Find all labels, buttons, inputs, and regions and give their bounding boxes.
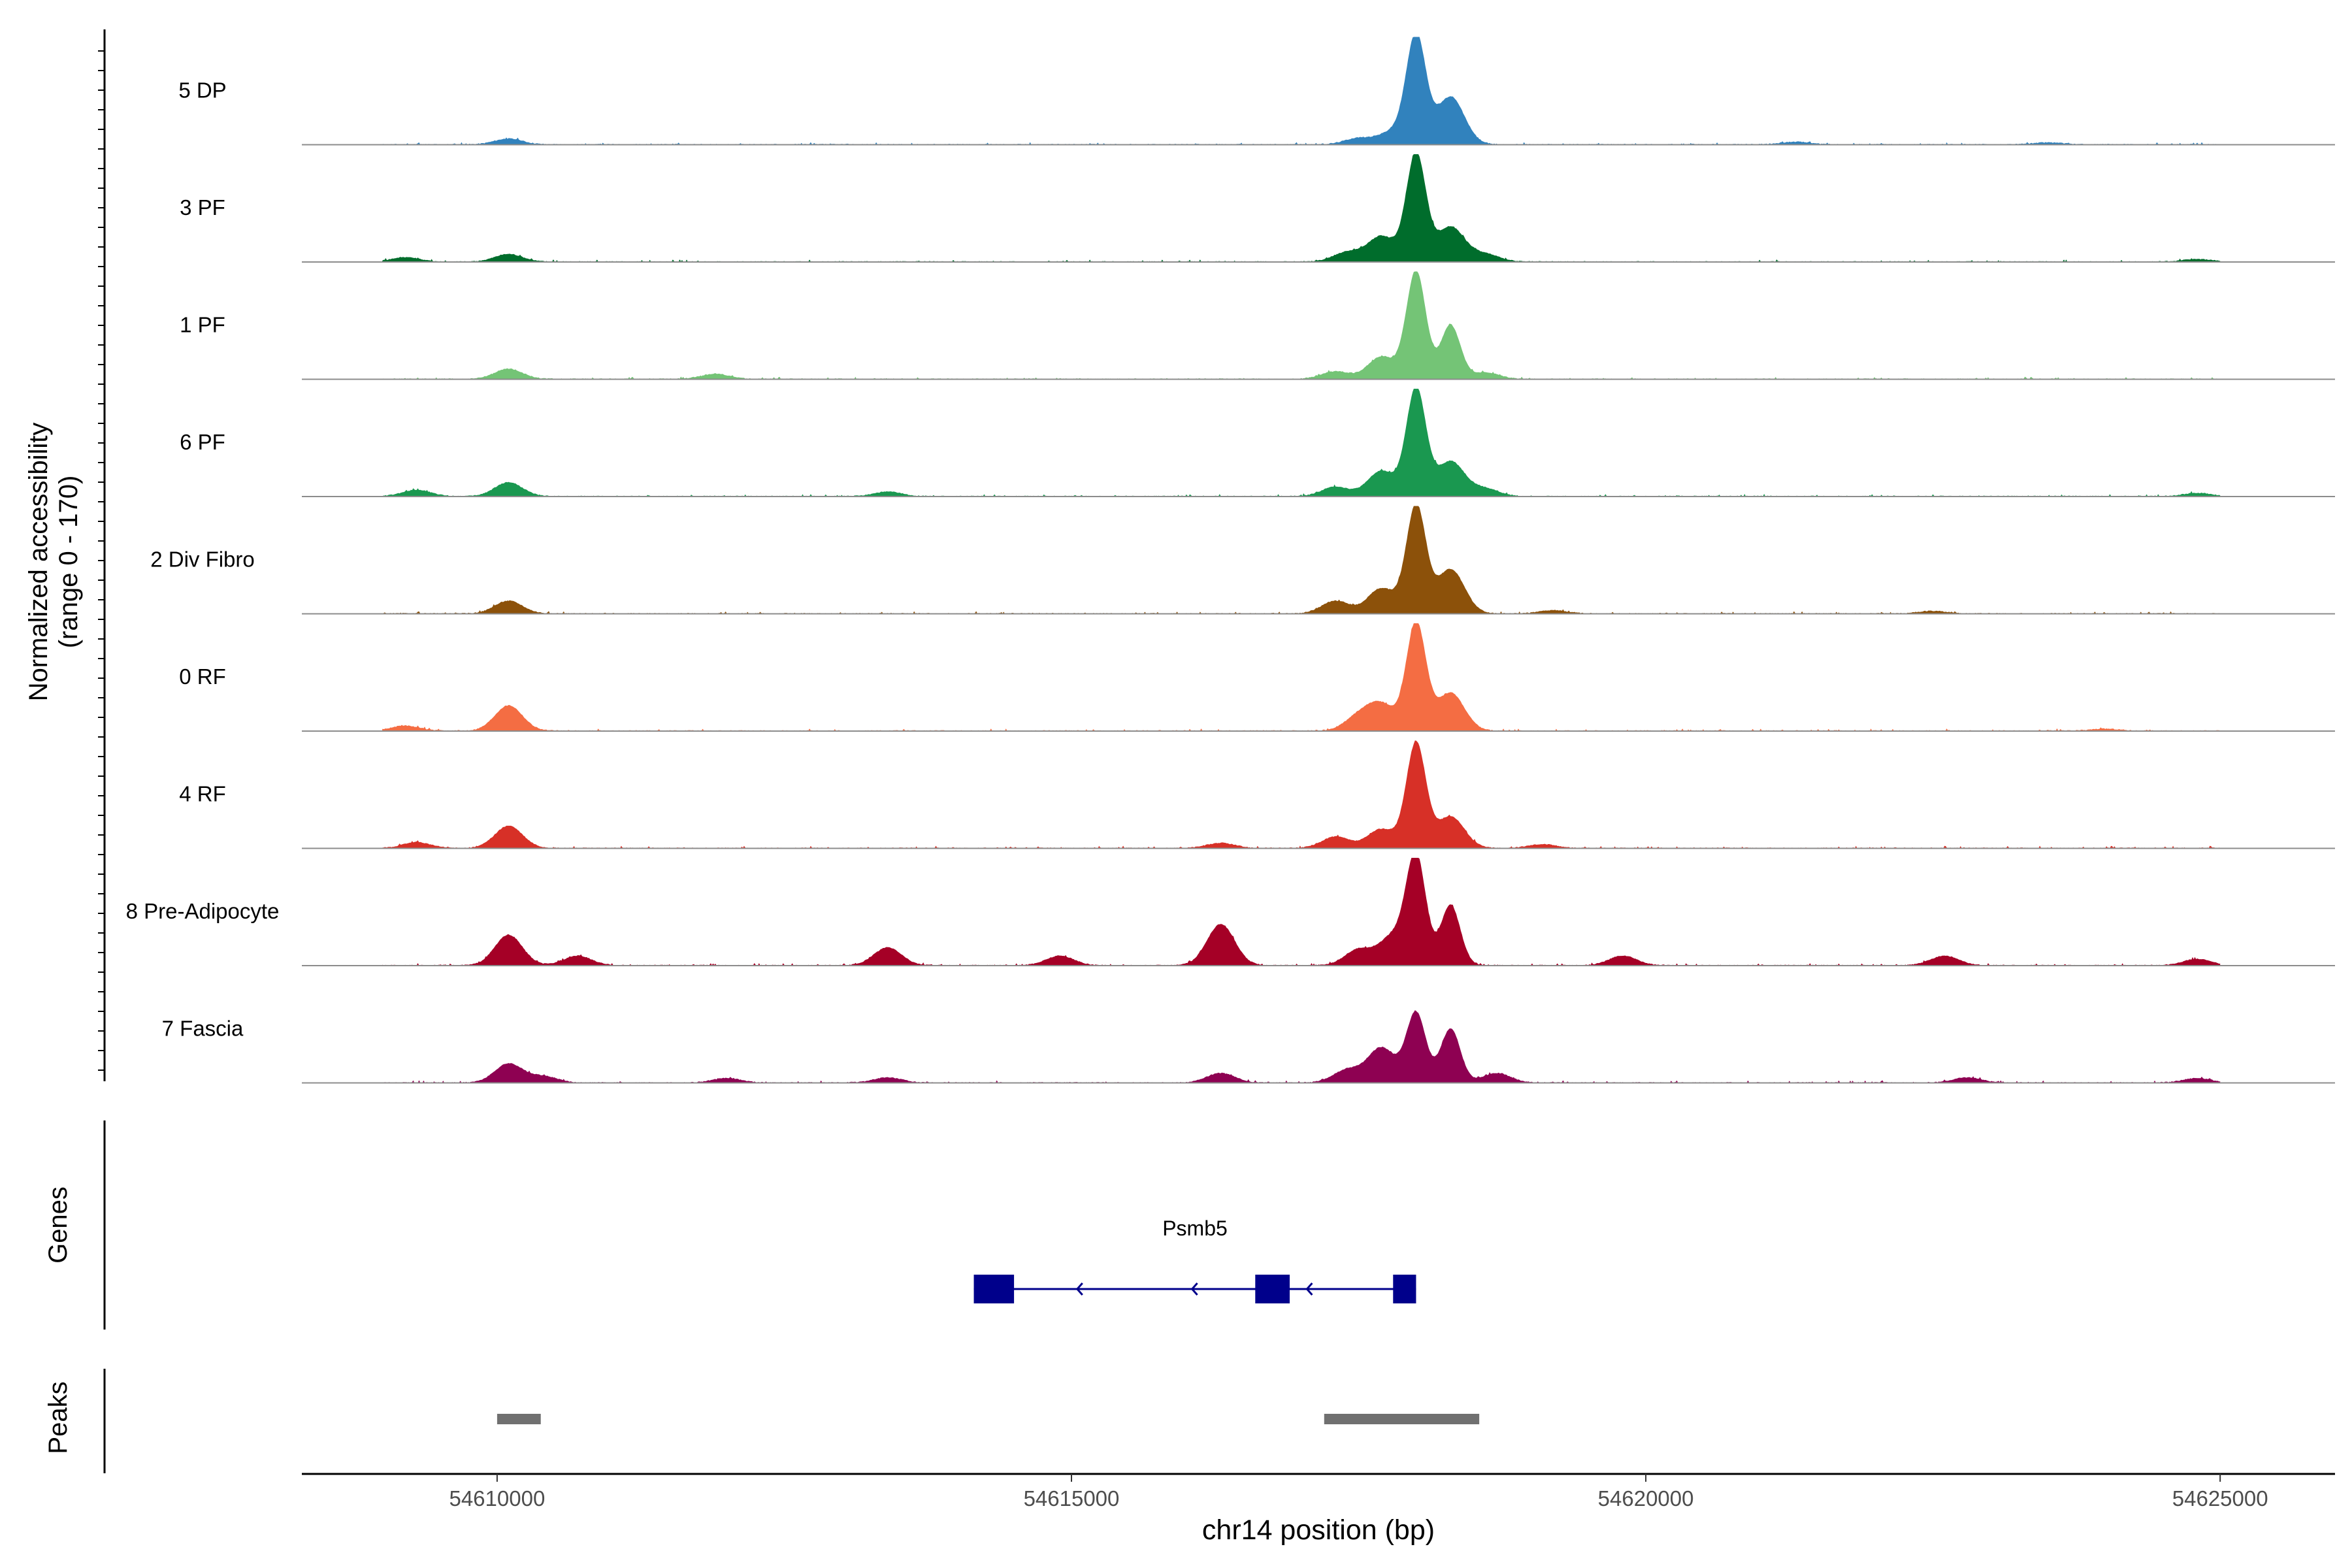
y-axis-label-line1: Normalized accessibility [24,423,53,702]
coverage-tracks: 5 DP 3 PF 1 PF 6 PF 2 Div Fibro 0 RF 4 RF 8 Pre… [126,37,2335,1084]
track-4: 6 PF [180,389,2335,497]
peak-region [497,1414,541,1424]
x-tick-label: 54610000 [449,1486,545,1511]
y-axis-label-line2: (range 0 - 170) [54,476,83,649]
track-6: 0 RF [179,623,2335,732]
track-7: 4 RF [179,740,2335,849]
gene-exon [1393,1275,1416,1303]
track-8: 8 Pre-Adipocyte [126,858,2335,966]
genes-panel-label: Genes [44,1186,73,1264]
x-tick-label: 54625000 [2172,1486,2268,1511]
track-label: 8 Pre-Adipocyte [126,899,280,923]
gene-exon [1255,1275,1290,1303]
x-tick-label: 54615000 [1024,1486,1120,1511]
track-2: 3 PF [180,154,2335,263]
coverage-y-ticks [98,50,105,1071]
gene-name: Psmb5 [1162,1217,1228,1240]
track-label: 3 PF [180,195,225,220]
track-3: 1 PF [180,271,2335,380]
peaks-panel-label: Peaks [44,1381,73,1454]
peak-track [497,1414,1480,1424]
track-9: 7 Fascia [162,1010,2335,1084]
track-label: 5 DP [178,78,226,103]
peak-region [1324,1414,1480,1424]
track-label: 6 PF [180,430,225,454]
track-label: 1 PF [180,313,225,337]
gene-track: Psmb5 [973,1217,1416,1303]
track-label: 2 Div Fibro [150,547,255,572]
track-label: 4 RF [179,782,226,806]
strand-arrow [1305,1282,1313,1296]
track-label: 0 RF [179,664,226,689]
track-5: 2 Div Fibro [150,506,2335,615]
x-axis-ticks: 54610000 54615000 54620000 54625000 [449,1474,2268,1511]
strand-arrow [1190,1282,1198,1296]
track-label: 7 Fascia [162,1017,244,1041]
gene-exon [973,1275,1015,1303]
x-tick-label: 54620000 [1598,1486,1694,1511]
track-1: 5 DP [178,37,2335,146]
x-axis-title: chr14 position (bp) [1202,1514,1435,1546]
strand-arrow [1075,1282,1083,1296]
